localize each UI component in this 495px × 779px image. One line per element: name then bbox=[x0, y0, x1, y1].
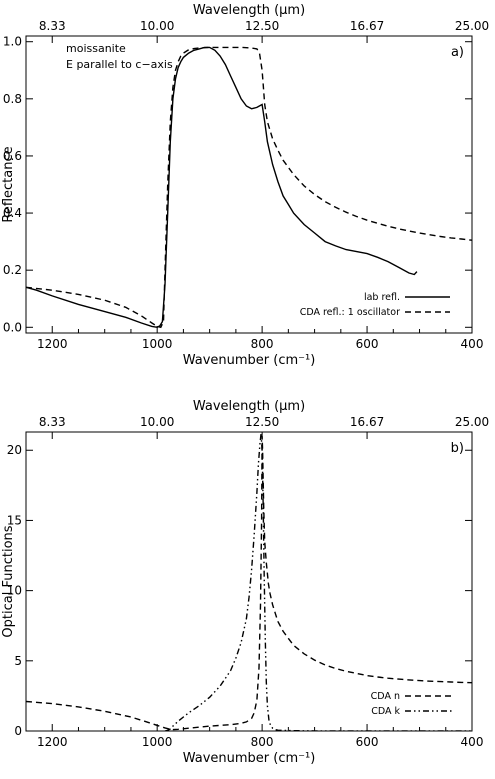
top-tick-label: 8.33 bbox=[39, 19, 66, 33]
y-tick-label: 20 bbox=[7, 443, 22, 457]
series-line-cda-refl-1-oscillator bbox=[26, 46, 472, 329]
x-tick-label: 1200 bbox=[37, 337, 68, 351]
x-tick-label: 400 bbox=[461, 337, 484, 351]
legend-label: CDA refl.: 1 oscillator bbox=[300, 307, 400, 318]
top-tick-label: 12.50 bbox=[245, 19, 279, 33]
y-axis-label: Reflectance bbox=[1, 146, 16, 222]
plot-frame bbox=[25, 431, 473, 732]
y-tick-label: 0.8 bbox=[3, 92, 22, 106]
y-tick-label: 1.0 bbox=[3, 35, 22, 49]
top-axis-label: Wavelength (μm) bbox=[193, 3, 305, 18]
y-tick-label: 0.0 bbox=[3, 320, 22, 334]
x-tick-label: 1200 bbox=[37, 735, 68, 749]
x-axis-label: Wavenumber (cm⁻¹) bbox=[183, 353, 316, 368]
annotation-text: E parallel to c−axis bbox=[66, 58, 173, 71]
y-tick-label: 15 bbox=[7, 513, 22, 527]
y-tick-label: 0.2 bbox=[3, 263, 22, 277]
chart-panel-2: 1200 8.33 1000 10.00 800 12.50 600 16.67 400 25.0… bbox=[1, 399, 489, 766]
x-axis-label: Wavenumber (cm⁻¹) bbox=[183, 751, 316, 766]
plot-frame bbox=[25, 35, 473, 334]
y-tick-label: 0.6 bbox=[3, 149, 22, 163]
top-tick-label: 12.50 bbox=[245, 415, 279, 429]
x-tick-label: 400 bbox=[461, 735, 484, 749]
top-tick-label: 25.00 bbox=[455, 19, 489, 33]
panel-label: a) bbox=[451, 45, 464, 60]
series-line-cda-k bbox=[164, 433, 472, 731]
top-tick-label: 10.00 bbox=[140, 415, 174, 429]
top-axis-label: Wavelength (μm) bbox=[193, 399, 305, 414]
y-tick-label: 0 bbox=[14, 724, 22, 738]
series-line-cda-n bbox=[26, 436, 472, 731]
legend-label: CDA k bbox=[371, 706, 400, 717]
top-tick-label: 10.00 bbox=[140, 19, 174, 33]
series-line-lab-refl- bbox=[26, 46, 418, 329]
top-tick-label: 16.67 bbox=[350, 415, 384, 429]
panel-label: b) bbox=[451, 441, 464, 456]
x-tick-label: 800 bbox=[251, 735, 274, 749]
y-tick-label: 0.4 bbox=[3, 206, 22, 220]
y-tick-label: 10 bbox=[7, 584, 22, 598]
top-tick-label: 16.67 bbox=[350, 19, 384, 33]
legend-label: CDA n bbox=[371, 691, 400, 702]
y-axis-label: Optical Functions bbox=[1, 525, 16, 637]
x-tick-label: 1000 bbox=[142, 337, 173, 351]
legend-label: lab refl. bbox=[364, 292, 400, 303]
x-tick-label: 600 bbox=[356, 337, 379, 351]
top-tick-label: 8.33 bbox=[39, 415, 66, 429]
y-tick-label: 5 bbox=[14, 654, 22, 668]
x-tick-label: 1000 bbox=[142, 735, 173, 749]
chart-panel-1: 1200 8.33 1000 10.00 800 12.50 600 16.67 400 25.0… bbox=[1, 3, 489, 368]
x-tick-label: 600 bbox=[356, 735, 379, 749]
top-tick-label: 25.00 bbox=[455, 415, 489, 429]
annotation-text: moissanite bbox=[66, 42, 126, 55]
x-tick-label: 800 bbox=[251, 337, 274, 351]
